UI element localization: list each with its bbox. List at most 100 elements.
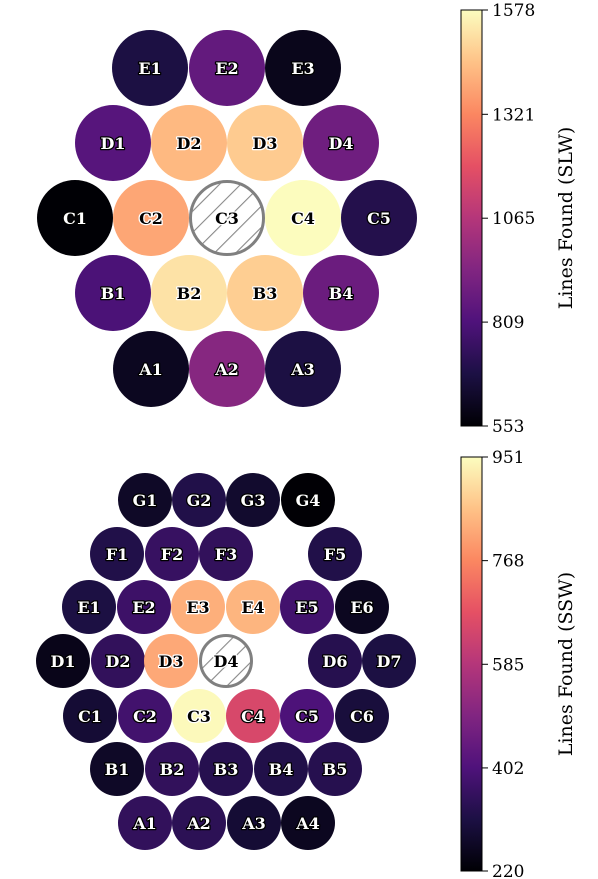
colorbar-tick-label: 768 (492, 552, 524, 572)
detector-cell-a2: A2 (189, 331, 265, 407)
detector-cell-circle (226, 473, 280, 527)
detector-cell-c3: C3 (172, 689, 226, 743)
detector-cell-circle (303, 255, 379, 331)
detector-cell-d4: D4 (303, 105, 379, 181)
detector-cell-circle (37, 180, 113, 256)
colorbar-title: Lines Found (SSW) (555, 572, 577, 756)
detector-cell-circle (75, 105, 151, 181)
detector-cell-e1: E1 (62, 580, 116, 634)
detector-cell-e1: E1 (112, 30, 188, 106)
detector-cell-b2: B2 (151, 255, 227, 331)
detector-cell-d2: D2 (91, 634, 145, 688)
detector-cell-label: B3 (253, 284, 278, 303)
detector-cell-circle (308, 527, 362, 581)
detector-cell-b4: B4 (254, 742, 308, 796)
colorbar-gradient (460, 9, 483, 427)
colorbar-tick-label: 553 (492, 417, 524, 437)
colorbar-tick-label: 951 (492, 448, 524, 468)
colorbar-tick-label: 809 (492, 313, 524, 333)
detector-cell-label: D2 (105, 652, 130, 671)
detector-cell-d3: D3 (227, 105, 303, 181)
detector-cell-circle (227, 255, 303, 331)
detector-cell-c2: C2 (113, 180, 189, 256)
detector-cell-f3: F3 (199, 527, 253, 581)
detector-cell-circle (265, 180, 341, 256)
detector-cell-circle (90, 742, 144, 796)
detector-cell-circle (362, 634, 416, 688)
detector-cell-e4: E4 (226, 580, 280, 634)
detector-cell-c6: C6 (335, 689, 389, 743)
detector-cell-c5: C5 (280, 689, 334, 743)
detector-cell-label: E3 (186, 598, 209, 617)
detector-cell-circle (36, 634, 90, 688)
colorbar-tick-label: 402 (492, 759, 524, 779)
colorbar-tick-label: 1321 (492, 105, 535, 125)
detector-cell-circle (308, 634, 362, 688)
detector-panel-1: E1 E2 E3 D1 D2 D3 D4 C1 C2 C3 C4 C5 B1 B2 B3 B4 A1 A2 A3 55… (37, 1, 577, 437)
detector-cell-label: G1 (133, 491, 158, 510)
detector-cell-circle (91, 634, 145, 688)
detector-cell-label: A1 (138, 360, 163, 379)
detector-cell-c1: C1 (37, 180, 113, 256)
colorbar-tick-label: 220 (492, 862, 524, 879)
detector-cell-circle (199, 742, 253, 796)
detector-cell-c4: C4 (265, 180, 341, 256)
detector-cell-d2: D2 (151, 105, 227, 181)
detector-cell-c3: C3 (189, 180, 265, 256)
detector-cell-circle (265, 331, 341, 407)
detector-cell-circle (145, 742, 199, 796)
detector-cell-label: B5 (323, 760, 348, 779)
detector-cell-label: A1 (132, 814, 157, 833)
detector-cell-label: D4 (328, 134, 353, 153)
detector-cell-label: E1 (138, 59, 161, 78)
detector-cell-circle (227, 105, 303, 181)
detector-cell-circle (172, 796, 226, 850)
detector-cell-label: C2 (139, 209, 163, 228)
detector-cell-g3: G3 (226, 473, 280, 527)
detector-cell-circle (118, 689, 172, 743)
detector-cell-b3: B3 (199, 742, 253, 796)
detector-cell-label: E4 (241, 598, 264, 617)
detector-cell-label: C4 (291, 209, 315, 228)
detector-cell-circle (113, 180, 189, 256)
detector-cell-f1: F1 (90, 527, 144, 581)
detector-cell-circle (199, 527, 253, 581)
detector-cell-circle (151, 255, 227, 331)
detector-cell-c2: C2 (118, 689, 172, 743)
detector-cell-b1: B1 (90, 742, 144, 796)
detector-cell-circle (189, 331, 265, 407)
detector-cell-b2: B2 (145, 742, 199, 796)
detector-cell-label: A2 (186, 814, 211, 833)
detector-cell-label: C5 (295, 707, 319, 726)
colorbar-tick-label: 1578 (492, 1, 535, 21)
detector-cell-circle (144, 634, 198, 688)
detector-cell-d1: D1 (75, 105, 151, 181)
detector-cell-g2: G2 (172, 473, 226, 527)
detector-cell-label: B1 (105, 760, 130, 779)
detector-cell-label: D3 (158, 652, 183, 671)
detector-cell-g4: G4 (281, 473, 335, 527)
detector-cell-circle (341, 180, 417, 256)
colorbar-tick-label: 1065 (492, 209, 535, 229)
detector-cell-circle (189, 30, 265, 106)
detector-cell-b4: B4 (303, 255, 379, 331)
detector-cell-label: C1 (78, 707, 102, 726)
detector-cell-label: E2 (132, 598, 155, 617)
detector-cell-circle (62, 580, 116, 634)
detector-cell-circle (63, 689, 117, 743)
detector-cell-circle (172, 689, 226, 743)
detector-cell-label: E1 (77, 598, 100, 617)
detector-cell-label: D4 (213, 652, 238, 671)
detector-cell-label: E6 (350, 598, 373, 617)
detector-cell-label: E5 (295, 598, 318, 617)
colorbar-gradient (460, 456, 483, 872)
detector-cell-circle (303, 105, 379, 181)
detector-cell-label: F5 (324, 545, 347, 564)
detector-cell-d4: D4 (199, 634, 253, 688)
detector-cell-circle (75, 255, 151, 331)
detector-cell-circle (113, 331, 189, 407)
detector-cell-circle (226, 689, 280, 743)
detector-cell-label: F1 (106, 545, 129, 564)
detector-cell-label: D1 (100, 134, 125, 153)
detector-cell-circle (265, 30, 341, 106)
